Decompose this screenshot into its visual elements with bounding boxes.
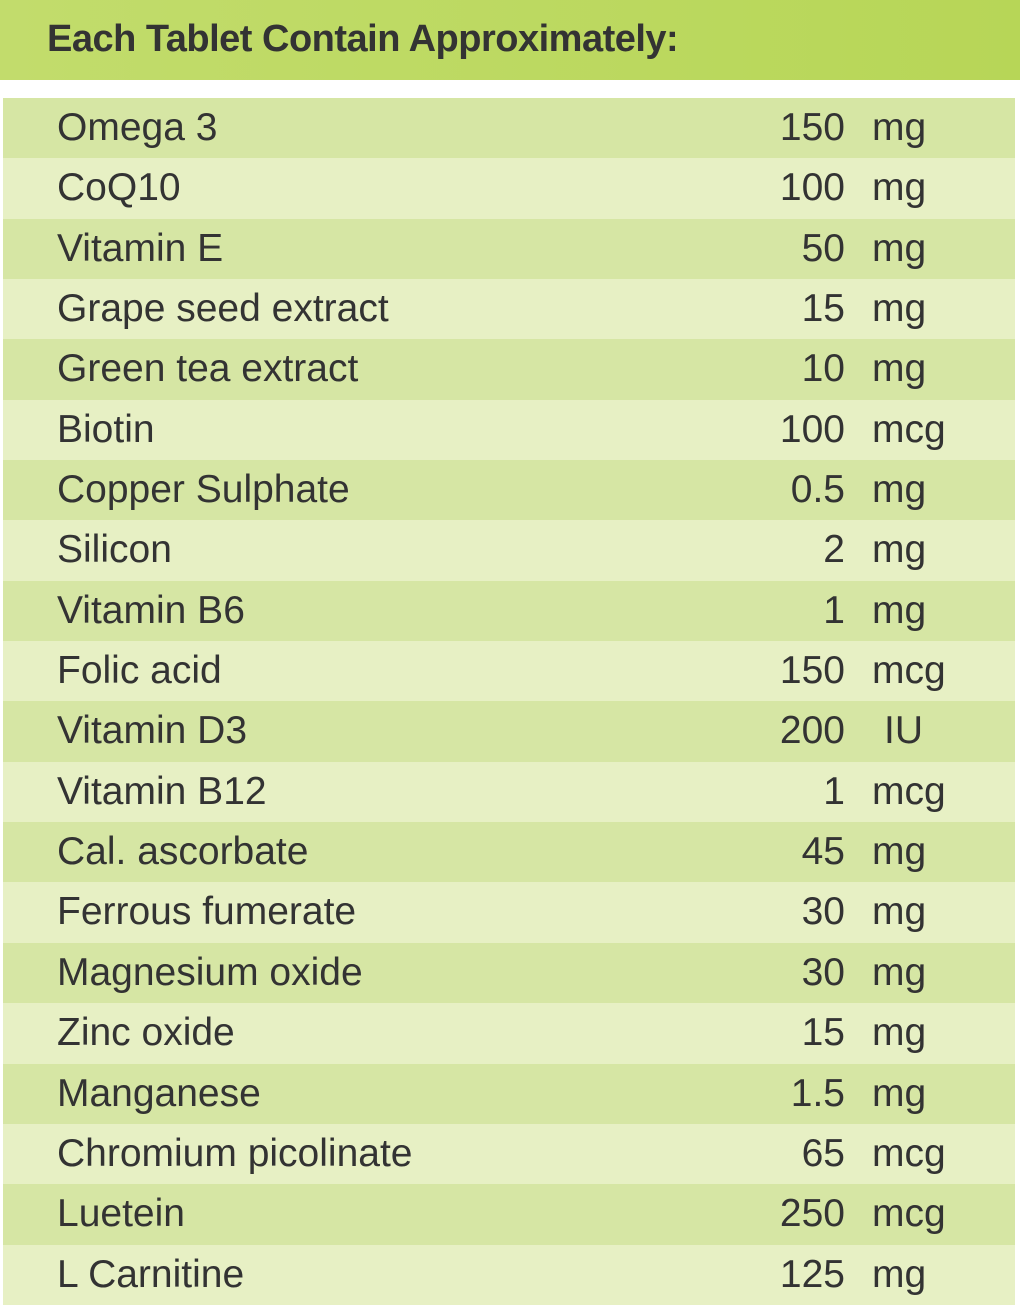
ingredient-amount: 1 xyxy=(823,588,845,632)
ingredient-name: Vitamin B6 xyxy=(57,588,245,632)
ingredient-amount: 10 xyxy=(801,347,845,391)
ingredient-unit: mg xyxy=(872,347,927,391)
table-row: Vitamin E 50 mg xyxy=(3,218,1015,280)
ingredient-amount: 125 xyxy=(779,1252,845,1296)
table-row: L Carnitine 125 mg xyxy=(3,1244,1015,1305)
ingredient-unit: mg xyxy=(872,287,927,331)
ingredient-amount: 1.5 xyxy=(790,1071,845,1115)
table-row: Biotin 100 mcg xyxy=(3,399,1015,461)
ingredient-amount: 100 xyxy=(779,407,845,451)
table-header: Each Tablet Contain Approximately: xyxy=(0,0,1020,80)
ingredient-unit: mg xyxy=(872,950,927,994)
ingredient-amount: 50 xyxy=(801,226,845,270)
ingredient-name: Silicon xyxy=(57,528,172,572)
ingredient-name: CoQ10 xyxy=(57,166,181,210)
ingredient-amount: 30 xyxy=(801,890,845,934)
ingredient-name: L Carnitine xyxy=(57,1252,245,1296)
ingredient-amount: 2 xyxy=(823,528,845,572)
ingredient-name: Biotin xyxy=(57,407,155,451)
ingredient-amount: 45 xyxy=(801,830,845,874)
ingredient-name: Luetein xyxy=(57,1192,185,1236)
ingredient-unit: mg xyxy=(872,166,927,210)
table-row: Silicon 2 mg xyxy=(3,520,1015,581)
table-row: Luetein 250 mcg xyxy=(3,1184,1015,1245)
table-row: Vitamin D3 200 IU xyxy=(3,701,1015,762)
ingredient-unit: mg xyxy=(872,1252,927,1296)
ingredient-name: Vitamin E xyxy=(57,226,224,270)
ingredient-unit: mg xyxy=(872,830,927,874)
table-row: Grape seed extract 15 mg xyxy=(3,279,1015,340)
ingredient-name: Copper Sulphate xyxy=(57,468,350,512)
ingredient-unit: mg xyxy=(872,1071,927,1115)
table-title: Each Tablet Contain Approximately: xyxy=(47,18,679,60)
table-row: CoQ10 100 mg xyxy=(3,158,1015,219)
ingredient-amount: 250 xyxy=(779,1192,845,1236)
table-row: Cal. ascorbate 45 mg xyxy=(3,822,1015,883)
ingredient-unit: mcg xyxy=(872,1131,946,1175)
ingredient-amount: 150 xyxy=(779,649,845,693)
ingredient-unit: mg xyxy=(872,468,927,512)
ingredient-amount: 15 xyxy=(801,1011,845,1055)
ingredient-name: Grape seed extract xyxy=(57,287,389,331)
table-row: Folic acid 150 mcg xyxy=(3,641,1015,702)
ingredient-name: Manganese xyxy=(57,1071,261,1115)
ingredient-unit: mg xyxy=(872,890,927,934)
table-row: Ferrous fumerate 30 mg xyxy=(3,882,1015,943)
ingredient-unit: mg xyxy=(872,528,927,572)
ingredient-unit: IU xyxy=(884,709,923,753)
ingredient-name: Green tea extract xyxy=(57,347,359,391)
ingredient-unit: mg xyxy=(872,226,927,270)
ingredient-unit: mcg xyxy=(872,649,946,693)
ingredient-name: Zinc oxide xyxy=(57,1011,235,1055)
ingredient-name: Ferrous fumerate xyxy=(57,890,357,934)
ingredient-amount: 30 xyxy=(801,950,845,994)
table-row: Manganese 1.5 mg xyxy=(3,1063,1015,1124)
ingredient-unit: mcg xyxy=(872,769,946,813)
ingredient-unit: mcg xyxy=(872,407,946,451)
ingredient-unit: mg xyxy=(872,106,927,149)
ingredient-name: Chromium picolinate xyxy=(57,1131,413,1175)
ingredient-name: Vitamin D3 xyxy=(57,709,248,753)
ingredient-name: Omega 3 xyxy=(57,106,218,149)
ingredient-amount: 200 xyxy=(779,709,845,753)
ingredient-name: Magnesium oxide xyxy=(57,950,363,994)
table-row: Copper Sulphate 0.5 mg xyxy=(3,460,1015,521)
table-row: Zinc oxide 15 mg xyxy=(3,1003,1015,1064)
ingredient-amount: 0.5 xyxy=(790,468,845,512)
ingredient-name: Folic acid xyxy=(57,649,222,693)
table-row: Green tea extract 10 mg xyxy=(3,339,1015,400)
ingredient-amount: 1 xyxy=(823,769,845,813)
ingredient-amount: 15 xyxy=(801,287,845,331)
ingredient-unit: mcg xyxy=(872,1192,946,1236)
table-row: Chromium picolinate 65 mcg xyxy=(3,1123,1015,1185)
table-row: Omega 3 150 mg xyxy=(3,98,1015,159)
table-row: Vitamin B6 1 mg xyxy=(3,580,1015,642)
ingredient-unit: mg xyxy=(872,1011,927,1055)
ingredient-amount: 100 xyxy=(779,166,845,210)
table-row: Vitamin B12 1 mcg xyxy=(3,761,1015,823)
ingredient-amount: 65 xyxy=(801,1131,845,1175)
ingredient-amount: 150 xyxy=(779,106,845,149)
ingredient-unit: mg xyxy=(872,588,927,632)
ingredient-name: Cal. ascorbate xyxy=(57,830,309,874)
table-row: Magnesium oxide 30 mg xyxy=(3,942,1015,1004)
ingredients-table: Omega 3 150 mg CoQ10 100 mg Vitamin E 50 mg Grape… xyxy=(3,98,1015,1305)
ingredient-name: Vitamin B12 xyxy=(57,769,267,813)
